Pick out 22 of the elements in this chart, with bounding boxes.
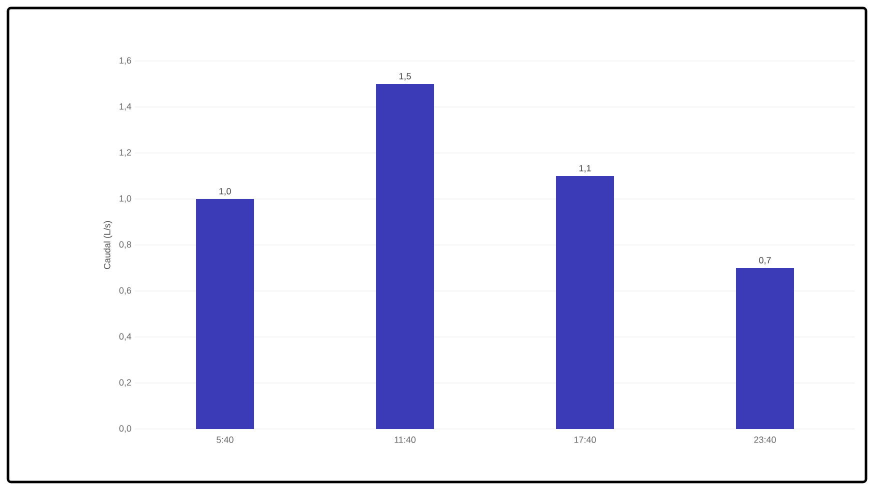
data-label: 1,5 — [399, 73, 411, 80]
data-label: 1,0 — [219, 188, 231, 196]
x-tick-label: 11:40 — [394, 436, 416, 443]
x-tick-label: 23:40 — [754, 436, 776, 443]
bar — [376, 84, 434, 429]
bar — [556, 176, 614, 429]
y-tick-label: 1,0 — [120, 195, 132, 203]
y-tick-label: 0,4 — [119, 333, 132, 341]
x-tick-label: 17:40 — [574, 436, 596, 443]
bar — [736, 268, 794, 429]
y-tick-label: 1,2 — [120, 149, 132, 157]
y-axis-title: Caudal (L/s) — [104, 221, 112, 270]
y-tick-label: 0,6 — [119, 287, 132, 295]
y-tick-label: 0,0 — [119, 425, 132, 433]
bar — [196, 198, 254, 429]
y-tick-label: 0,8 — [119, 241, 132, 249]
data-label: 0,7 — [759, 257, 771, 264]
y-tick-label: 1,6 — [120, 57, 132, 65]
x-tick-label: 5:40 — [216, 436, 234, 443]
y-tick-label: 0,2 — [119, 379, 132, 387]
data-label: 1,1 — [579, 165, 591, 172]
y-tick-label: 1,4 — [120, 103, 132, 111]
